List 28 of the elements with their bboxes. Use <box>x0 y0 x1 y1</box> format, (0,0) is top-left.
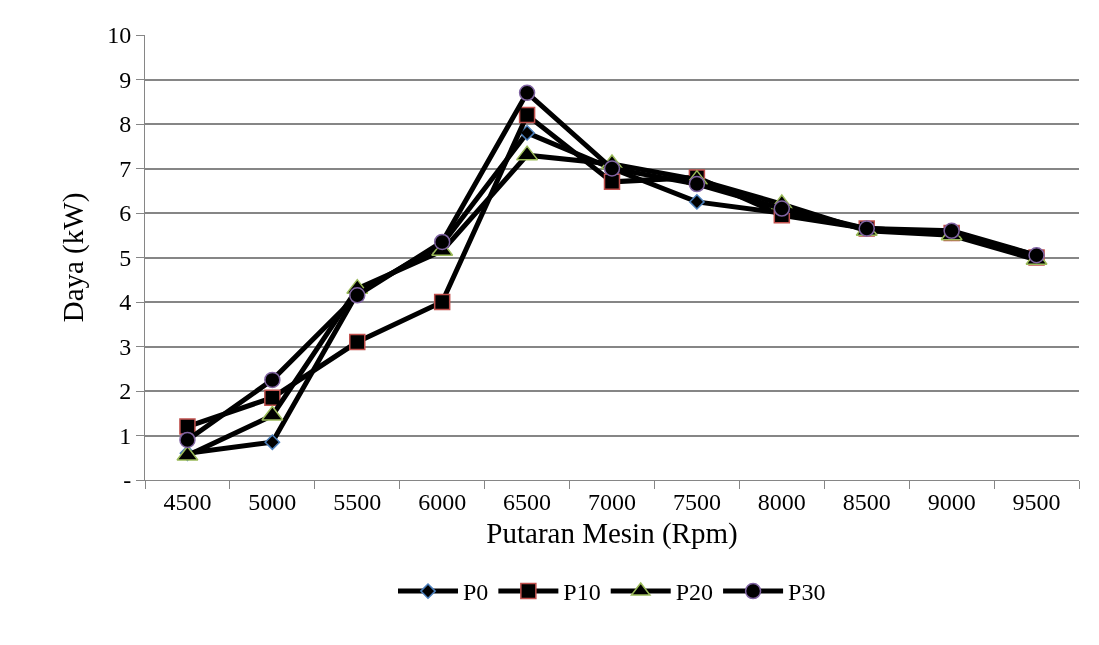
legend-label: P10 <box>563 579 601 606</box>
x-tick-label: 6000 <box>418 488 467 515</box>
x-tick-label: 7000 <box>588 488 636 515</box>
x-axis-title: Putaran Mesin (Rpm) <box>486 516 738 550</box>
x-tick-label: 9500 <box>1012 488 1061 515</box>
x-tick-label: 8500 <box>842 488 891 515</box>
y-tick-label: 3 <box>119 333 132 360</box>
x-tick-label: 8000 <box>757 488 806 515</box>
y-tick-label: - <box>123 467 132 494</box>
x-tick-label: 7500 <box>672 488 721 515</box>
legend-label: P0 <box>463 579 489 606</box>
y-tick-label: 9 <box>119 66 132 93</box>
y-tick-label: 2 <box>119 378 132 405</box>
y-tick-label: 1 <box>119 422 132 449</box>
y-tick-label: 4 <box>119 289 132 316</box>
y-tick-label: 6 <box>119 200 132 227</box>
x-tick-label: 5000 <box>248 488 297 515</box>
y-tick-label: 5 <box>119 244 132 271</box>
x-tick-label: 9000 <box>927 488 976 515</box>
legend-label: P30 <box>788 579 826 606</box>
x-tick-label: 4500 <box>163 488 212 515</box>
y-tick-label: 10 <box>107 22 132 49</box>
y-axis-title: Daya (kW) <box>56 192 90 323</box>
y-tick-label: 8 <box>119 111 132 138</box>
y-tick-label: 7 <box>119 155 132 182</box>
x-tick-label: 6500 <box>503 488 552 515</box>
x-tick-label: 5500 <box>333 488 382 515</box>
legend-label: P20 <box>675 579 714 606</box>
